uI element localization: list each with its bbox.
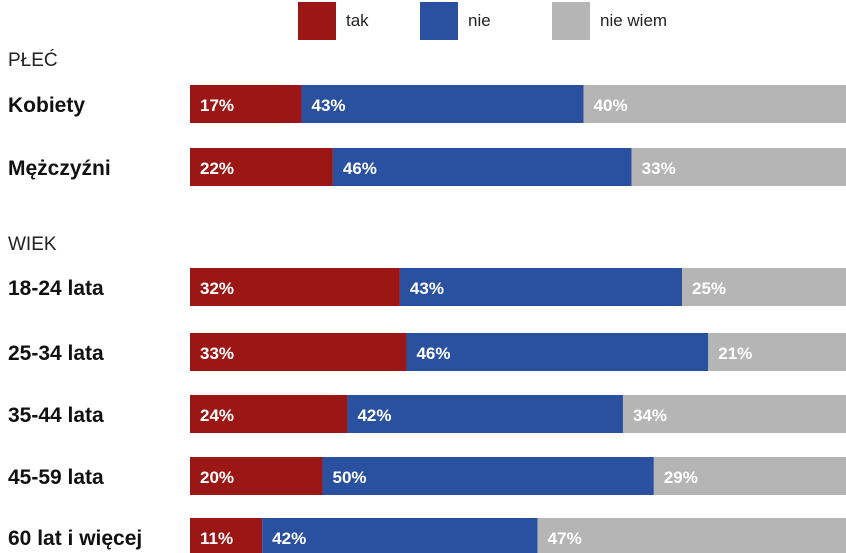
bar-segment-60-lat-i-wiecej-tak (190, 518, 263, 553)
bar-row-60-lat-i-wiecej: 60 lat i więcej 11% 42% 47% (8, 518, 846, 553)
bar-segment-25-34-lata-nie (406, 333, 709, 371)
legend: tak nie nie wiem (298, 2, 667, 40)
value-label-25-34-lata-tak: 33% (200, 344, 234, 363)
bar-segment-mezczyzni-nie-wiem (631, 148, 846, 186)
row-label-mezczyzni: Mężczyźni (8, 157, 111, 180)
bar-segment-35-44-lata-nie (347, 395, 623, 433)
value-label-45-59-lata-tak: 20% (200, 468, 234, 487)
row-label-45-59-lata: 45-59 lata (8, 466, 104, 489)
value-label-35-44-lata-nie-wiem: 34% (633, 406, 667, 425)
value-label-mezczyzni-nie-wiem: 33% (642, 159, 676, 178)
bar-row-kobiety: Kobiety 17% 43% 40% (8, 85, 846, 123)
value-label-kobiety-nie-wiem: 40% (594, 96, 628, 115)
value-label-45-59-lata-nie-wiem: 29% (664, 468, 698, 487)
value-label-60-lat-i-wiecej-nie: 42% (272, 529, 306, 548)
section-title-plec: PŁEĆ (8, 49, 58, 71)
value-label-mezczyzni-nie: 46% (343, 159, 377, 178)
legend-swatch-nie (420, 2, 458, 40)
value-label-kobiety-nie: 43% (312, 96, 346, 115)
row-label-18-24-lata: 18-24 lata (8, 277, 104, 300)
plot-area: PŁEĆ Kobiety 17% 43% 40% Mężczyźni 22% 46% 33% WI… (8, 49, 846, 553)
bar-segment-35-44-lata-tak (190, 395, 348, 433)
legend-label-nie: nie (468, 11, 491, 30)
row-label-25-34-lata: 25-34 lata (8, 342, 104, 365)
bar-segment-18-24-lata-nie-wiem (682, 268, 846, 306)
bar-segment-18-24-lata-tak (190, 268, 400, 306)
value-label-25-34-lata-nie-wiem: 21% (718, 344, 752, 363)
legend-label-tak: tak (346, 11, 369, 30)
bar-segment-45-59-lata-nie (322, 457, 654, 495)
bar-segment-25-34-lata-nie-wiem (708, 333, 846, 371)
value-label-35-44-lata-nie: 42% (357, 406, 391, 425)
value-label-60-lat-i-wiecej-tak: 11% (200, 529, 233, 548)
bar-segment-60-lat-i-wiecej-nie (262, 518, 538, 553)
bar-segment-kobiety-tak (190, 85, 302, 123)
bar-segment-45-59-lata-nie-wiem (653, 457, 846, 495)
bar-segment-18-24-lata-nie (399, 268, 682, 306)
bar-row-25-34-lata: 25-34 lata 33% 46% 21% (8, 333, 846, 371)
bar-segment-kobiety-nie (301, 85, 584, 123)
bar-segment-60-lat-i-wiecej-nie-wiem (537, 518, 846, 553)
bar-row-18-24-lata: 18-24 lata 32% 43% 25% (8, 268, 846, 306)
legend-label-nie-wiem: nie wiem (600, 11, 667, 30)
value-label-35-44-lata-tak: 24% (200, 406, 234, 425)
bar-segment-25-34-lata-tak (190, 333, 407, 371)
row-label-35-44-lata: 35-44 lata (8, 404, 104, 427)
bar-row-45-59-lata: 45-59 lata 20% 50% 29% (8, 457, 846, 495)
value-label-18-24-lata-tak: 32% (200, 279, 234, 298)
bar-segment-kobiety-nie-wiem (583, 85, 846, 123)
legend-swatch-tak (298, 2, 336, 40)
bar-row-35-44-lata: 35-44 lata 24% 42% 34% (8, 395, 846, 433)
bar-segment-mezczyzni-nie (332, 148, 632, 186)
value-label-18-24-lata-nie: 43% (410, 279, 444, 298)
row-label-60-lat-i-wiecej: 60 lat i więcej (8, 527, 142, 550)
value-label-25-34-lata-nie: 46% (416, 344, 450, 363)
bar-row-mezczyzni: Mężczyźni 22% 46% 33% (8, 148, 846, 186)
value-label-45-59-lata-nie: 50% (333, 468, 367, 487)
legend-swatch-nie-wiem (552, 2, 590, 40)
bar-segment-45-59-lata-tak (190, 457, 323, 495)
value-label-kobiety-tak: 17% (200, 96, 234, 115)
row-label-kobiety: Kobiety (8, 94, 85, 117)
value-label-mezczyzni-tak: 22% (200, 159, 234, 178)
value-label-18-24-lata-nie-wiem: 25% (692, 279, 726, 298)
bar-segment-35-44-lata-nie-wiem (622, 395, 846, 433)
bar-segment-mezczyzni-tak (190, 148, 333, 186)
section-title-wiek: WIEK (8, 234, 57, 255)
value-label-60-lat-i-wiecej-nie-wiem: 47% (548, 529, 582, 548)
